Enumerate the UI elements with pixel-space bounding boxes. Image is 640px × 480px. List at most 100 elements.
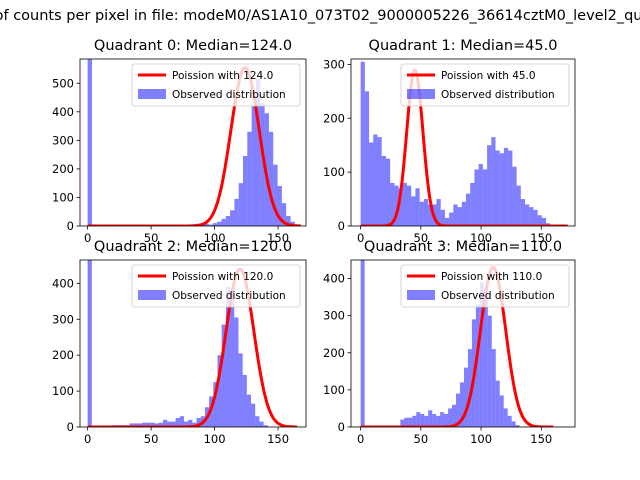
histogram-bar: [467, 349, 472, 427]
histogram-bar: [482, 169, 488, 226]
y-tick-label: 100: [52, 190, 74, 204]
histogram-bar: [277, 186, 282, 226]
histogram-bar: [360, 260, 365, 427]
histogram-bar: [243, 156, 248, 226]
y-tick-label: 200: [323, 111, 345, 125]
y-tick-label: 300: [52, 312, 74, 326]
y-tick-label: 200: [52, 348, 74, 362]
x-tick-label: 150: [267, 432, 289, 446]
y-tick-label: 100: [323, 165, 345, 179]
y-tick-label: 300: [323, 309, 345, 323]
histogram-bar: [444, 217, 450, 226]
x-tick-label: 100: [470, 432, 492, 446]
histogram-bar: [246, 394, 252, 427]
histogram-bar: [428, 410, 433, 427]
histogram-bar: [529, 207, 534, 226]
legend-label-observed: Observed distribution: [441, 89, 555, 101]
figure-suptitle: Distribution of counts per pixel in file…: [0, 8, 640, 24]
histogram-bar: [390, 182, 395, 226]
histogram-bar: [436, 199, 441, 226]
histogram-bar: [495, 150, 500, 226]
legend-label-poisson: Poission with 110.0: [441, 271, 542, 283]
y-tick-label: 300: [323, 57, 345, 71]
histogram-bar: [175, 418, 180, 427]
histogram-bar: [364, 91, 370, 226]
histogram-bar: [512, 166, 517, 226]
y-tick-label: 500: [52, 76, 74, 90]
histogram-bar: [400, 419, 405, 427]
histogram-bar: [491, 349, 496, 427]
histogram-bar: [479, 282, 484, 427]
histogram-bar: [466, 193, 471, 226]
histogram-bar: [263, 425, 268, 427]
x-tick-label: 50: [144, 231, 159, 245]
axes-frame: [79, 259, 307, 428]
histogram-bar: [163, 419, 168, 427]
subplot-quadrant-1: 0 50 100 150 0 100 200 300 Quadrant 1: Median=45…: [323, 38, 576, 245]
histogram-bar: [516, 185, 521, 226]
histogram-bar: [129, 423, 134, 427]
histogram-bar: [411, 196, 416, 226]
histogram-bar: [377, 137, 382, 226]
histogram-bar: [398, 188, 403, 226]
histogram-bar: [503, 147, 509, 226]
histogram-bar: [204, 223, 209, 226]
histogram-bar: [449, 212, 454, 226]
histogram-bar: [404, 417, 409, 427]
histogram-bar: [385, 158, 391, 226]
histogram-bar: [423, 199, 429, 226]
histogram-bar: [407, 185, 412, 226]
histogram-bar: [286, 216, 291, 226]
histogram-bar: [234, 198, 239, 226]
histogram-bar: [290, 221, 295, 226]
histogram-bar: [415, 188, 420, 226]
y-tick-label: 300: [52, 133, 74, 147]
x-tick-label: 50: [414, 432, 429, 446]
histogram-bar: [154, 423, 159, 427]
y-tick-label: 200: [323, 346, 345, 360]
histogram-bar: [499, 153, 504, 226]
histogram-bar: [453, 204, 458, 226]
histogram-bar: [428, 204, 433, 226]
subplot-title: Quadrant 0: Median=124.0: [94, 38, 292, 54]
legend-label-observed: Observed distribution: [172, 290, 286, 302]
histogram-bar: [133, 423, 138, 427]
histogram-bar: [238, 183, 244, 226]
histogram-bar: [251, 106, 256, 226]
histogram-bar: [260, 103, 265, 226]
legend: Poission with 124.0 Observed distribution: [131, 63, 301, 107]
histogram-bar: [158, 422, 164, 427]
histogram-bar: [463, 367, 468, 427]
histogram-bar: [273, 164, 278, 226]
y-tick-label: 400: [52, 105, 74, 119]
histogram-bar: [456, 393, 460, 427]
histogram-bar: [255, 416, 260, 427]
axes-frame: [350, 58, 576, 227]
histogram-bar: [478, 164, 483, 226]
histogram-bar: [508, 150, 513, 226]
histogram-bar: [432, 414, 437, 427]
x-tick-label: 100: [204, 231, 226, 245]
x-tick-label: 0: [84, 432, 91, 446]
y-tick-label: 0: [67, 219, 74, 233]
histogram-bar: [402, 182, 407, 226]
x-tick-label: 50: [144, 432, 159, 446]
poisson-curve: [360, 68, 569, 226]
histogram-bar: [487, 315, 492, 427]
histogram-bar: [251, 403, 256, 427]
legend-patch-swatch: [407, 89, 435, 99]
histogram-bar: [225, 286, 231, 427]
histogram-bar: [511, 421, 516, 427]
histogram-bar: [208, 224, 213, 226]
legend-label-poisson: Poission with 124.0: [172, 70, 273, 82]
histogram-bar: [408, 417, 413, 427]
histogram-bar: [268, 131, 274, 226]
x-tick-label: 150: [530, 432, 552, 446]
histogram-bar: [419, 201, 424, 226]
x-tick-label: 0: [357, 231, 364, 245]
legend-frame: [400, 63, 570, 107]
subplot-quadrant-2: 0 50 100 150 0 100 200 300 400 Quadrant 2: Median…: [52, 239, 307, 446]
legend-frame: [400, 264, 570, 308]
